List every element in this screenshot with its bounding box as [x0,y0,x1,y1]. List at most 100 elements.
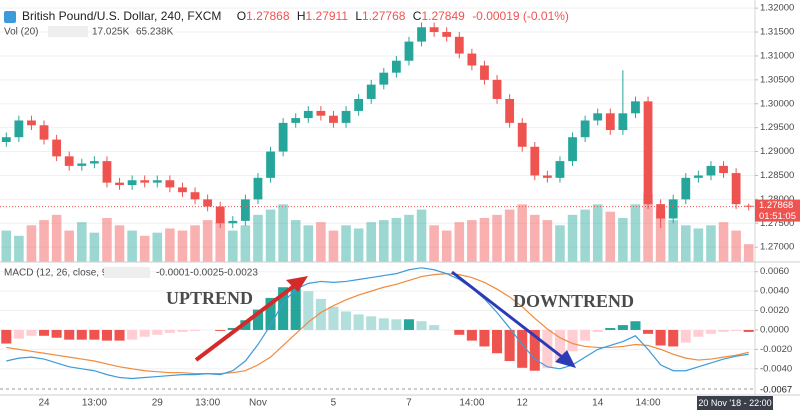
y-tick-label: 1.28000 [760,194,794,205]
histogram-bar [76,329,87,340]
candle-body [190,192,200,200]
histogram-bar [164,329,175,333]
histogram-bar [705,329,716,334]
ohlc-label: C [413,9,422,23]
volume-bar [114,225,125,262]
histogram-bar [680,329,691,343]
y-tick-label: 1.29500 [760,122,794,133]
volume-bar [542,220,553,262]
volume-title: Vol (20) [4,27,38,38]
candle-body [555,161,565,178]
candle-body [719,165,728,174]
y-tick-label: 1.32000 [760,3,794,14]
volume-bar [202,220,213,262]
candle-body [517,122,527,147]
volume-bar [127,230,137,262]
histogram-bar [479,329,490,347]
histogram-bar [605,328,616,330]
histogram-bar [466,329,477,341]
candle-body [77,163,87,166]
candle-body [656,204,666,219]
legend-buttons[interactable] [48,26,88,37]
macd-line [6,267,749,380]
uptrend-arrow [194,281,300,362]
legend-buttons[interactable] [104,267,150,278]
candle-body [580,120,590,138]
candle-body [681,177,691,200]
volume-bar [139,235,150,262]
volume-bar [190,225,200,262]
candle-body [618,113,628,131]
value-tag: -0.0067 [760,385,792,396]
candle-body [178,187,187,193]
candle-body [115,182,124,186]
candle-body [417,27,426,42]
histogram-bar [517,329,528,368]
volume-bar [14,235,24,262]
x-tick-label: 14:00 [636,398,661,409]
volume-bar [429,225,439,262]
candle-body [215,206,225,224]
candle-body [27,120,36,126]
histogram-bar [303,291,314,330]
candle-body [152,180,162,183]
volume-bar [492,214,502,262]
x-tick-label: 12 [517,398,529,409]
volume-bar [668,220,678,262]
candle-body [240,199,250,221]
volume-bar [530,214,540,262]
y-tick-label: 1.28500 [760,170,794,181]
histogram-bar [278,287,289,330]
volume-bar [379,220,389,262]
volume-bar [517,204,527,262]
signal-line [6,273,749,375]
price-tag-label: 1.27868 [759,200,793,211]
histogram-bar [177,329,188,332]
ohlc-label: O [237,9,246,23]
candle-body [354,98,364,111]
candle-body [14,120,24,138]
volume-bar [228,230,238,262]
histogram-bar [718,329,729,332]
annotation: DOWNTREND [513,291,634,311]
volume-bar [605,211,616,262]
y-tick-label: 0.0000 [760,324,789,335]
candle-body [341,110,351,123]
ohlc-value: 1.27849 [421,9,465,23]
volume-bar [643,193,653,262]
histogram-bar [542,329,553,368]
candle-body [140,180,150,183]
histogram-bar [655,329,666,346]
histogram-bar [215,329,226,331]
volume-bar [580,209,590,262]
histogram-bar [416,321,427,330]
candle-body [542,175,552,178]
ohlc-value: 1.27911 [306,9,349,23]
candle-body [89,161,99,164]
volume-bar [441,230,452,262]
y-tick-label: 1.27000 [760,242,794,253]
macd-value: -0.0025 [190,268,224,279]
candle-body [706,165,716,176]
candle-body [266,151,275,178]
candle-body [366,84,376,99]
change: -0.00019 (-0.01%) [472,9,569,23]
histogram-bar [492,329,503,354]
volume-bar [353,228,364,262]
ohlc-label: L [355,9,362,23]
histogram-bar [391,319,402,330]
histogram-bar [227,328,238,330]
histogram-bar [64,329,75,340]
volume-bar [504,209,515,262]
arrow-head [555,350,576,368]
volume-bar [567,214,578,262]
symbol-icon [4,11,16,23]
candle-body [316,110,326,116]
histogram-bar [353,314,364,330]
candle-body [505,98,515,123]
histogram-bar [114,329,125,341]
histogram-bar [127,329,138,340]
ohlc-value: 1.27768 [362,9,406,23]
candle-body [391,60,401,73]
